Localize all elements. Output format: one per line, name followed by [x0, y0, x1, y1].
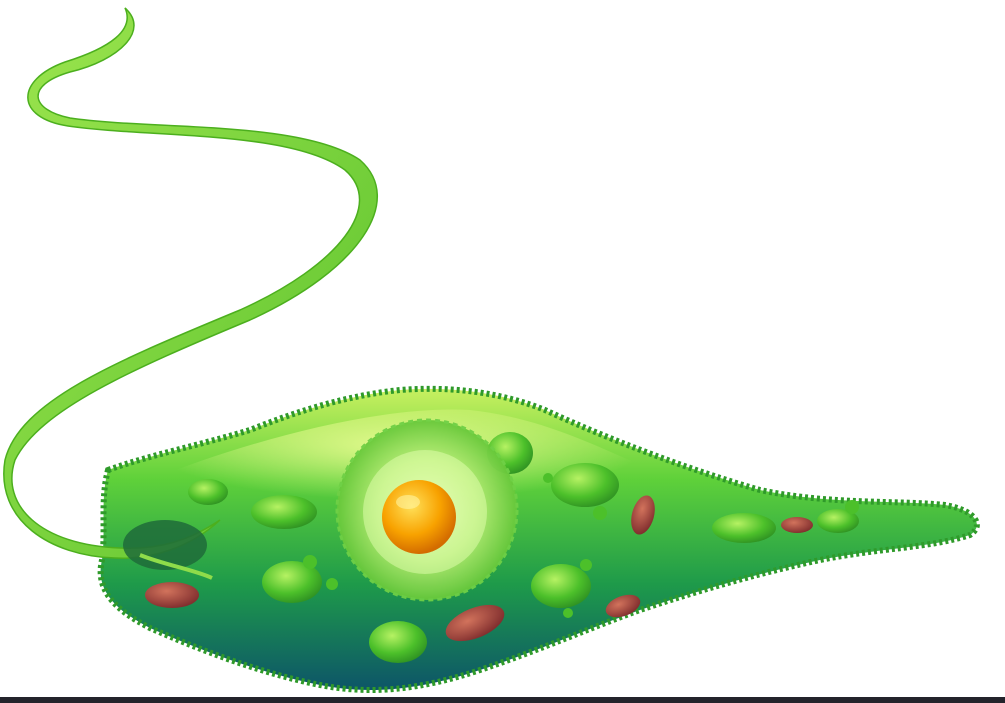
paramylon-granule [145, 582, 199, 608]
flagellum-icon [3, 7, 378, 559]
eyespot-icon [123, 520, 213, 580]
chloroplast [188, 479, 228, 505]
chloroplast [551, 463, 619, 507]
nucleus-icon [335, 418, 519, 602]
paramylon-granule [605, 594, 641, 618]
paramylon-granule [631, 495, 655, 535]
nucleolus [382, 480, 456, 554]
paramylon-granule [445, 604, 505, 642]
chloroplast [817, 509, 859, 533]
chloroplast [251, 495, 317, 529]
chloroplast [531, 564, 591, 608]
chloroplasts [188, 432, 859, 663]
chloroplast [369, 621, 427, 663]
paramylon-granules [145, 495, 813, 642]
cell-body [97, 385, 980, 693]
paramylon-granule [781, 517, 813, 533]
bottom-strip [0, 697, 1005, 703]
chloroplast [262, 561, 322, 603]
chloroplast [712, 513, 776, 543]
